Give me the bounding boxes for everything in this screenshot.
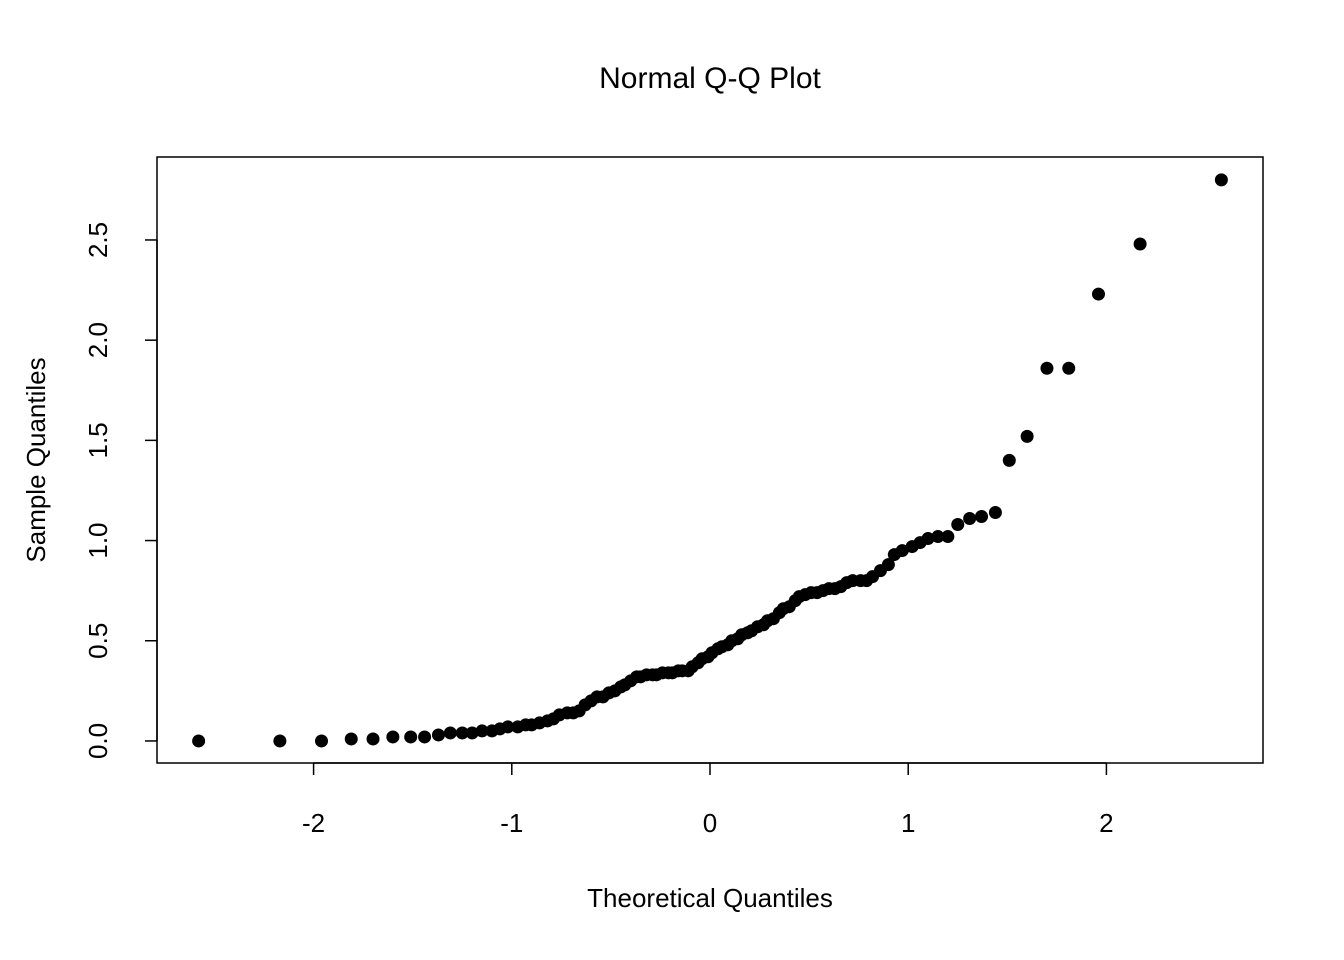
x-tick-label: 1 [901,808,915,838]
point [941,530,955,544]
y-tick-label: 1.5 [83,422,113,458]
point [465,726,479,740]
point [315,734,329,748]
y-axis-label: Sample Quantiles [21,357,51,562]
point [273,734,287,748]
x-tick-label: -1 [500,808,523,838]
point [386,730,400,744]
point [881,558,895,572]
point [921,532,935,546]
y-tick-label: 2.0 [83,322,113,358]
y-tick-label: 1.0 [83,522,113,558]
point [192,734,206,748]
point [1214,173,1228,187]
point [1002,453,1016,467]
point [895,544,909,558]
point [344,732,358,746]
point [931,530,945,544]
point [1040,361,1054,375]
point [975,510,989,524]
point [988,506,1002,520]
point [1062,361,1076,375]
x-tick-label: 2 [1099,808,1113,838]
point [951,518,965,532]
point [455,726,469,740]
point [366,732,380,746]
point [443,726,457,740]
point [1091,287,1105,301]
x-axis-label: Theoretical Quantiles [587,883,833,913]
chart-title: Normal Q-Q Plot [599,62,821,95]
point [1133,237,1147,251]
point [501,720,515,734]
point [475,724,489,738]
point [418,730,432,744]
x-tick-label: 0 [703,808,717,838]
point [431,728,445,742]
point [963,512,977,526]
x-tick-label: -2 [302,808,325,838]
y-tick-label: 0.5 [83,623,113,659]
y-tick-label: 0.0 [83,723,113,759]
point [404,730,418,744]
y-tick-label: 2.5 [83,222,113,258]
point [1020,429,1034,443]
